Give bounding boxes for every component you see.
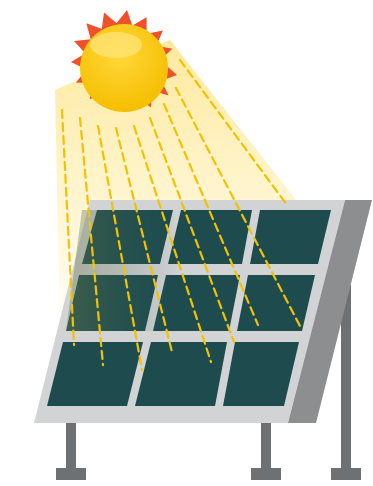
solar-panel-icon (34, 200, 372, 423)
panel-cell (223, 342, 299, 406)
panel-cell (237, 275, 315, 331)
panel-cell (250, 210, 331, 264)
panel-cell (47, 342, 143, 406)
sun-rays-icon (60, 58, 303, 372)
sun-icon (71, 10, 177, 112)
panel-stand (56, 285, 361, 480)
panel-cell (135, 342, 227, 406)
